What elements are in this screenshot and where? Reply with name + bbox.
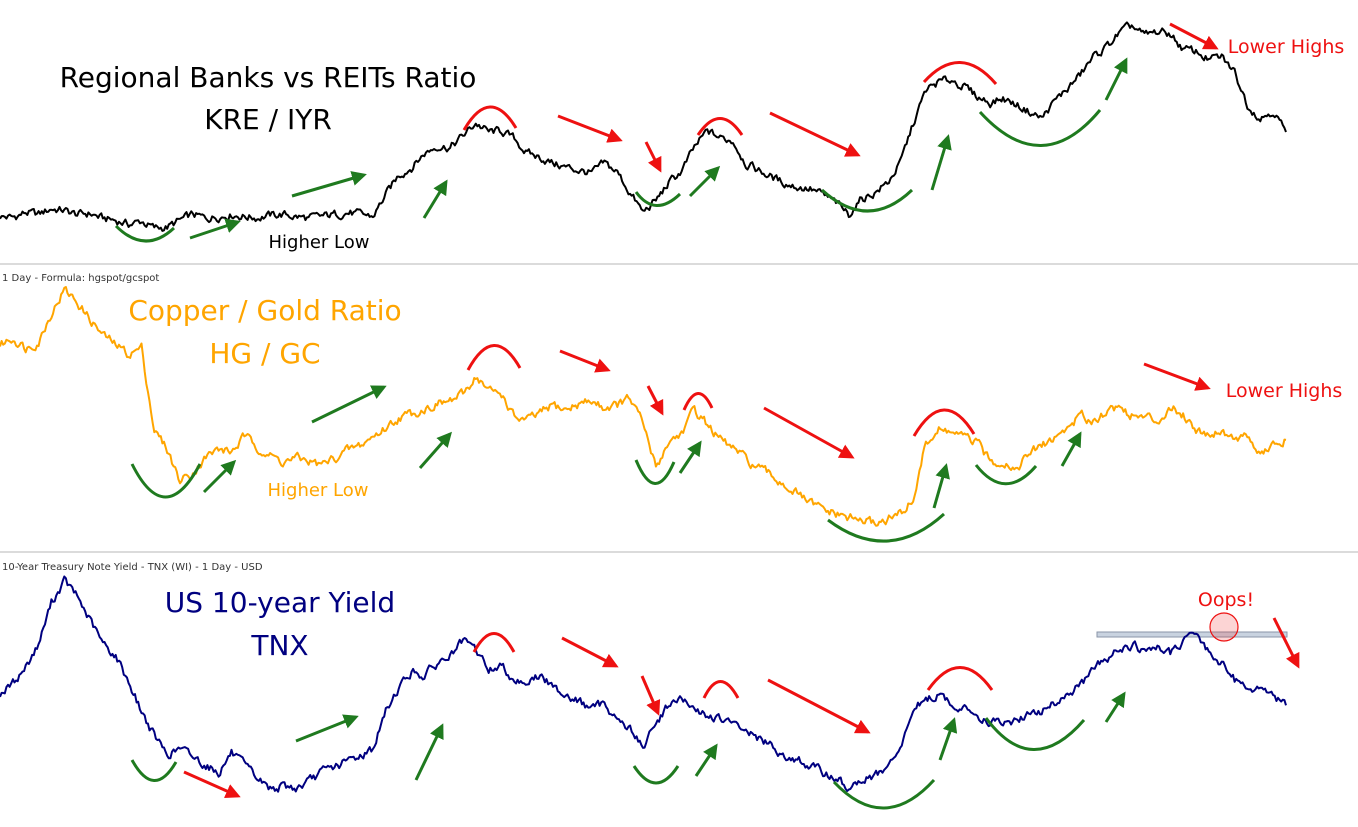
kre-iyr-ratio-line — [0, 21, 1287, 232]
us10y-header: 10-Year Treasury Note Yield - TNX (WI) -… — [2, 562, 263, 573]
copper-gold-green-arrow-4 — [678, 440, 702, 474]
us10y-green-arrow-3 — [694, 743, 718, 777]
kre-iyr-subtitle: KRE / IYR — [204, 103, 332, 136]
us10y-green-arc-1 — [130, 759, 178, 782]
us10y-red-arrow-5 — [1272, 617, 1300, 669]
us10y-green-arc-2 — [632, 765, 680, 785]
us10y-green-arrow-2 — [414, 723, 444, 781]
us10y-red-arrow-2 — [561, 636, 619, 668]
kre-iyr-green-arrow-5 — [930, 134, 952, 191]
kre-iyr-green-arc-1 — [114, 224, 176, 243]
us10y-red-arrow-3 — [640, 675, 661, 716]
panel-us10y: 10-Year Treasury Note Yield - TNX (WI) -… — [0, 562, 1300, 810]
us10y-green-arc-3 — [832, 778, 936, 810]
copper-gold-red-arrow-2 — [646, 385, 664, 416]
us10y-yield-line — [0, 575, 1287, 793]
copper-gold-green-arc-1 — [130, 463, 202, 499]
us10y-red-arc-1 — [472, 632, 516, 653]
us10y-green-arrow-4 — [938, 717, 958, 761]
copper-gold-red-arc-2 — [682, 392, 714, 411]
us10y-title: US 10-year Yield — [165, 586, 395, 619]
us10y-oops-circle — [1209, 612, 1239, 642]
us10y-oops-annotation: Oops! — [1198, 589, 1254, 611]
kre-iyr-green-arrow-6 — [1104, 57, 1128, 101]
kre-iyr-green-arrow-4 — [688, 165, 721, 198]
copper-gold-red-arrow-1 — [559, 349, 611, 373]
us10y-red-arrow-1 — [183, 770, 241, 798]
copper-gold-header: 1 Day - Formula: hgspot/gcspot — [2, 273, 159, 284]
us10y-green-arrow-1 — [295, 714, 359, 743]
kre-iyr-green-arc-3 — [820, 188, 914, 213]
kre-iyr-red-arrow-2 — [644, 141, 662, 173]
copper-gold-red-arrow-3 — [763, 406, 855, 459]
kre-iyr-green-arc-4 — [978, 109, 1102, 147]
kre-iyr-title: Regional Banks vs REITs Ratio — [60, 61, 477, 94]
panel-kre-iyr: Regional Banks vs REITs Ratio KRE / IYR … — [0, 21, 1345, 253]
copper-gold-red-arc-3 — [912, 408, 976, 437]
copper-gold-green-arc-4 — [974, 464, 1038, 486]
kre-iyr-green-arrow-2 — [291, 171, 367, 198]
kre-iyr-green-arrow-1 — [189, 218, 241, 240]
kre-iyr-red-arrow-1 — [557, 114, 623, 143]
us10y-red-arrow-4 — [767, 678, 871, 734]
copper-gold-green-arc-2 — [634, 459, 676, 485]
us10y-red-arc-3 — [926, 666, 994, 691]
kre-iyr-red-arc-1 — [462, 105, 518, 131]
copper-gold-ratio-line — [0, 286, 1287, 527]
kre-iyr-red-arrow-4 — [1169, 22, 1219, 50]
kre-iyr-red-arrow-3 — [769, 111, 861, 157]
copper-gold-title: Copper / Gold Ratio — [128, 294, 401, 327]
copper-gold-green-arrow-5 — [932, 463, 950, 509]
copper-gold-green-arrow-3 — [418, 431, 452, 469]
copper-gold-green-arc-3 — [827, 512, 946, 543]
copper-gold-red-arrow-4 — [1143, 362, 1211, 391]
copper-gold-subtitle: HG / GC — [209, 337, 320, 370]
us10y-green-arrow-5 — [1104, 691, 1126, 723]
copper-gold-green-arrow-1 — [202, 459, 237, 494]
kre-iyr-lower-highs-annotation: Lower Highs — [1228, 36, 1345, 58]
us10y-red-arc-2 — [702, 680, 740, 699]
kre-iyr-green-arrow-3 — [422, 179, 448, 219]
panel-copper-gold: 1 Day - Formula: hgspot/gcspot Copper / … — [0, 273, 1343, 543]
copper-gold-green-arrow-2 — [311, 385, 387, 424]
kre-iyr-red-arc-3 — [922, 61, 998, 85]
copper-gold-higher-low-annotation: Higher Low — [267, 480, 368, 501]
copper-gold-red-arc-1 — [466, 344, 522, 371]
copper-gold-green-arrow-6 — [1060, 431, 1082, 467]
us10y-subtitle: TNX — [250, 629, 308, 662]
kre-iyr-red-arc-2 — [696, 117, 744, 136]
us10y-green-arc-4 — [984, 717, 1086, 751]
copper-gold-lower-highs-annotation: Lower Highs — [1226, 380, 1343, 402]
kre-iyr-higher-low-annotation: Higher Low — [268, 232, 369, 253]
kre-iyr-green-arc-2 — [634, 191, 682, 207]
